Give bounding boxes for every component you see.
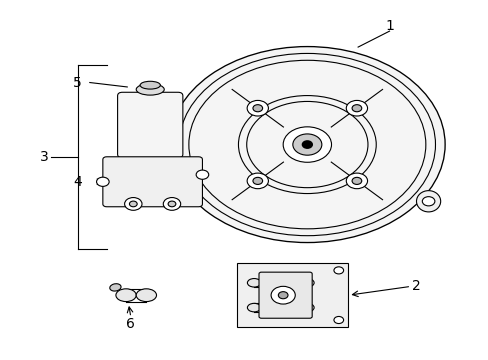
- Circle shape: [129, 201, 137, 207]
- Circle shape: [196, 170, 208, 179]
- FancyBboxPatch shape: [117, 92, 183, 158]
- Ellipse shape: [109, 284, 121, 291]
- Text: 6: 6: [126, 316, 135, 330]
- Circle shape: [346, 173, 367, 189]
- Circle shape: [246, 100, 268, 116]
- FancyBboxPatch shape: [259, 272, 311, 318]
- Ellipse shape: [136, 289, 156, 302]
- Ellipse shape: [140, 81, 160, 89]
- Circle shape: [252, 177, 262, 184]
- Ellipse shape: [238, 95, 375, 194]
- Circle shape: [246, 173, 268, 189]
- Text: 1: 1: [385, 19, 393, 33]
- Ellipse shape: [169, 46, 444, 243]
- Bar: [237, 263, 348, 327]
- Circle shape: [124, 198, 142, 210]
- Circle shape: [302, 141, 311, 148]
- Circle shape: [292, 134, 321, 155]
- Text: 3: 3: [40, 150, 48, 164]
- Circle shape: [163, 198, 180, 210]
- Ellipse shape: [247, 303, 261, 312]
- Ellipse shape: [416, 191, 440, 212]
- Text: 4: 4: [73, 175, 82, 189]
- Ellipse shape: [300, 303, 313, 312]
- Circle shape: [422, 197, 434, 206]
- Circle shape: [96, 177, 109, 186]
- Circle shape: [351, 105, 361, 112]
- Ellipse shape: [247, 279, 261, 287]
- Circle shape: [168, 201, 176, 207]
- Circle shape: [346, 100, 367, 116]
- Circle shape: [283, 127, 331, 162]
- Circle shape: [278, 292, 287, 299]
- Circle shape: [252, 105, 262, 112]
- Text: 2: 2: [411, 279, 420, 293]
- Ellipse shape: [116, 289, 136, 302]
- Ellipse shape: [136, 84, 164, 95]
- Circle shape: [351, 177, 361, 184]
- FancyBboxPatch shape: [102, 157, 202, 207]
- Circle shape: [270, 286, 295, 304]
- Ellipse shape: [300, 279, 313, 287]
- Text: 5: 5: [73, 76, 82, 90]
- Circle shape: [333, 267, 343, 274]
- Circle shape: [333, 316, 343, 324]
